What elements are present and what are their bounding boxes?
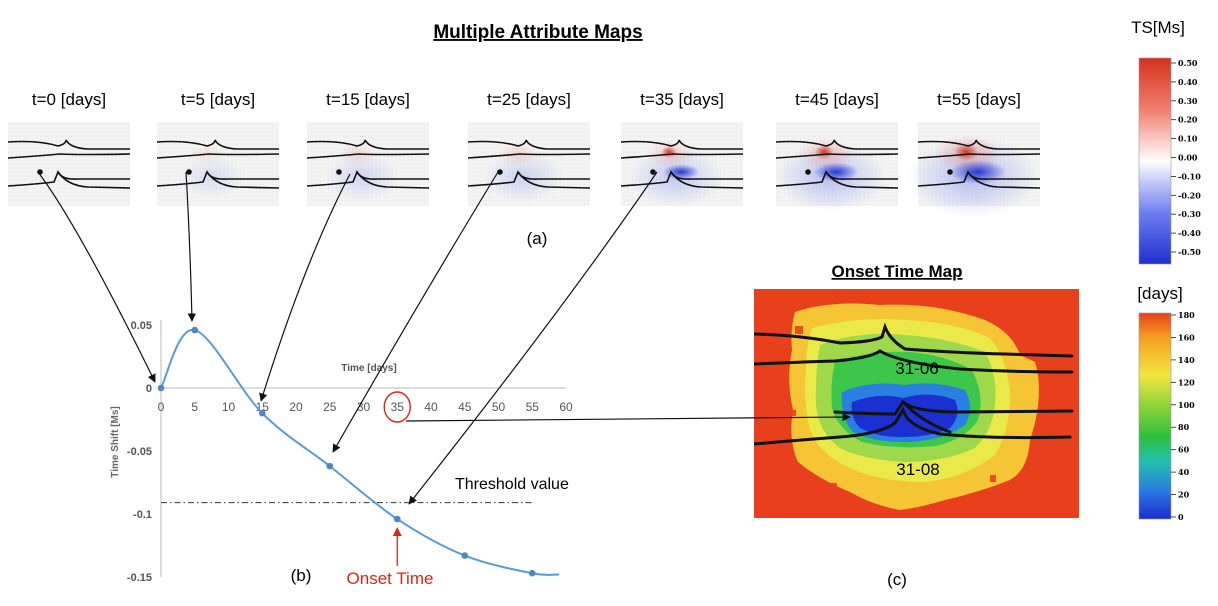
- x-tick: 5: [191, 400, 198, 414]
- arrow-t15: [259, 173, 351, 402]
- ts-tick: -0.50: [1178, 247, 1201, 257]
- attribute-map-4: t=35 [days]: [620, 90, 744, 207]
- ts-colorbar: [1138, 57, 1172, 265]
- well-dot: [805, 169, 811, 175]
- series-point-0: [157, 384, 165, 392]
- x-axis-label: Time [days]: [341, 363, 396, 374]
- x-tick: 20: [289, 400, 303, 414]
- x-tick-labels: 0 5 10 15 20 25 30 35 40 45 50 55 60: [158, 400, 573, 414]
- map-label: t=35 [days]: [640, 90, 724, 109]
- x-tick: 60: [559, 400, 573, 414]
- attribute-map-2: t=15 [days]: [306, 90, 430, 206]
- onset-label: Onset Time: [347, 569, 434, 588]
- ts-tick: -0.40: [1178, 228, 1201, 238]
- ts-colorbar-title: TS[Ms]: [1131, 18, 1185, 37]
- ts-tick: 0.10: [1178, 134, 1198, 144]
- connector-arrows: [37, 171, 851, 505]
- well-label-31-06: 31-06: [895, 359, 938, 378]
- y-tick: 0: [146, 383, 152, 395]
- map-label: t=55 [days]: [937, 90, 1021, 109]
- days-tick: 100: [1178, 400, 1195, 410]
- threshold-label: Threshold value: [455, 476, 569, 493]
- ts-tick: 0.40: [1178, 77, 1198, 87]
- days-tick: 120: [1178, 377, 1195, 387]
- days-colorbar: [1138, 312, 1172, 520]
- arrow-t35: [408, 171, 658, 505]
- well-label-31-08: 31-08: [896, 460, 939, 479]
- ts-tick: 0.50: [1178, 58, 1198, 68]
- attribute-map-1: t=5 [days]: [156, 90, 280, 206]
- ts-tick: -0.20: [1178, 190, 1201, 200]
- map-label: t=0 [days]: [32, 90, 106, 109]
- x-tick: 35: [391, 400, 405, 414]
- panel-b-label: (b): [291, 566, 312, 585]
- highlight-circle: [383, 391, 411, 423]
- attribute-maps: t=0 [days] t=5 [days] t=15 [days] t=25 [day…: [7, 90, 1041, 217]
- well-dot: [650, 169, 656, 175]
- attribute-map-3: t=25 [days]: [467, 90, 591, 206]
- arrow-t25: [332, 171, 499, 453]
- arrow-to-onset-map: [405, 412, 851, 422]
- series-point-5: [191, 326, 199, 334]
- well-dot: [497, 169, 503, 175]
- onset-time-map: 31-06 31-08: [754, 289, 1079, 518]
- x-tick: 55: [526, 400, 540, 414]
- attribute-map-5: t=45 [days]: [775, 90, 899, 211]
- series-point-15: [258, 409, 266, 417]
- ts-tick: 0.20: [1178, 115, 1198, 125]
- y-tick: -0.15: [127, 572, 152, 584]
- days-colorbar-ticks: 180 160 140 120 100 80 60 40 20 0: [1171, 310, 1195, 522]
- ts-tick: -0.30: [1178, 209, 1201, 219]
- days-tick: 40: [1178, 467, 1190, 477]
- x-tick: 45: [458, 400, 472, 414]
- days-tick: 20: [1178, 490, 1190, 500]
- y-tick: -0.05: [127, 446, 152, 458]
- x-tick: 40: [424, 400, 438, 414]
- y-tick-labels: 0.05 0 -0.05 -0.1 -0.15: [127, 320, 152, 584]
- y-axis-label: Time Shift [Ms]: [110, 406, 121, 477]
- onset-map-title: Onset Time Map: [832, 262, 963, 281]
- panel-c-label: (c): [887, 570, 907, 589]
- ts-tick: -0.10: [1178, 171, 1201, 181]
- days-colorbar-title: [days]: [1137, 284, 1182, 303]
- x-tick: 25: [323, 400, 337, 414]
- map-label: t=15 [days]: [326, 90, 410, 109]
- days-tick: 180: [1178, 310, 1195, 320]
- series-point-35: [393, 515, 401, 523]
- map-label: t=25 [days]: [487, 90, 571, 109]
- time-shift-chart: 0.050-0.05-0.1-0.15 0 5 10 15 20 25 30 35 40 45 50…: [110, 320, 573, 588]
- series-points: [157, 326, 536, 577]
- well-dot: [186, 169, 192, 175]
- arrow-t0: [37, 171, 156, 383]
- ts-tick: 0.30: [1178, 96, 1198, 106]
- series-point-45: [461, 552, 469, 559]
- x-tick: 50: [492, 400, 506, 414]
- x-tick: 0: [158, 400, 165, 414]
- series-point-55: [528, 569, 536, 577]
- y-tick: -0.1: [133, 509, 152, 521]
- panel-a-label: (a): [527, 229, 548, 248]
- well-dot: [947, 169, 953, 175]
- series-point-25: [326, 462, 334, 470]
- days-tick: 140: [1178, 355, 1195, 365]
- attribute-map-6: t=55 [days]: [908, 90, 1041, 217]
- x-tick: 10: [222, 400, 236, 414]
- days-tick: 160: [1178, 332, 1195, 342]
- y-tick: 0.05: [131, 320, 152, 332]
- days-tick: 0: [1178, 512, 1184, 522]
- map-label: t=45 [days]: [795, 90, 879, 109]
- days-tick: 80: [1178, 422, 1190, 432]
- well-dot: [336, 169, 342, 175]
- ts-colorbar-ticks: 0.50 0.40 0.30 0.20 0.10 0.00 -0.10 -0.20 -0.30 -…: [1171, 58, 1201, 257]
- map-label: t=5 [days]: [181, 90, 255, 109]
- top-title: Multiple Attribute Maps: [433, 22, 642, 43]
- attribute-map-0: t=0 [days]: [7, 90, 131, 206]
- arrow-t5: [185, 171, 197, 322]
- days-tick: 60: [1178, 445, 1190, 455]
- ts-tick: 0.00: [1178, 153, 1198, 163]
